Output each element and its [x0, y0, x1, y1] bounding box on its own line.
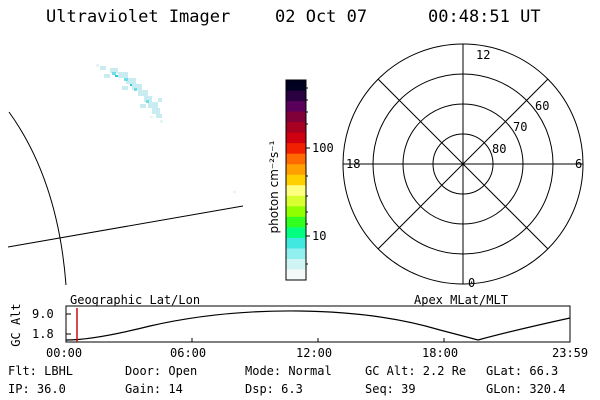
- color-bar-label-100: 100: [312, 141, 334, 155]
- geo-latitude-line: [7, 205, 244, 248]
- mlt-label-12: 12: [476, 48, 491, 62]
- polar-grid: [342, 43, 584, 285]
- color-bar-cell: [286, 132, 306, 144]
- color-bar-cell: [286, 122, 306, 134]
- color-bar-cell: [286, 206, 306, 218]
- color-bar-cell: [286, 90, 306, 102]
- instrument-title: Ultraviolet Imager: [46, 7, 231, 27]
- apex-label: Apex MLat/MLT: [414, 293, 508, 307]
- time-label: 00:48:51 UT: [428, 7, 541, 27]
- color-bar-cell: [286, 258, 306, 270]
- color-bar-cell: [286, 227, 306, 239]
- altitude-tick-low: 1.8: [32, 327, 54, 341]
- color-bar-frame: [285, 79, 307, 281]
- altitude-tick-high: 9.0: [32, 307, 54, 321]
- aurora-image: [96, 64, 236, 193]
- color-bar-cell: [286, 237, 306, 249]
- color-bar-cell: [286, 101, 306, 113]
- mode-value: Mode: Normal: [245, 364, 332, 378]
- altitude-plot-ticks: [66, 313, 445, 342]
- time-tick-0000: 00:00: [46, 346, 83, 360]
- color-bar: [286, 80, 306, 281]
- color-bar-cell: [286, 153, 306, 165]
- time-tick-1200: 12:00: [296, 346, 333, 360]
- seq-value: Seq: 39: [365, 382, 416, 396]
- date-label: 02 Oct 07: [275, 7, 368, 27]
- dsp-value: Dsp: 6.3: [245, 382, 303, 396]
- altitude-curve: [65, 310, 571, 341]
- time-tick-2359: 23:59: [552, 346, 589, 360]
- color-bar-cell: [286, 216, 306, 228]
- color-bar-cell: [286, 80, 306, 92]
- mlt-label-6: 6: [575, 157, 583, 171]
- gain-value: Gain: 14: [125, 382, 183, 396]
- color-bar-cell: [286, 174, 306, 186]
- color-bar-label-10: 10: [312, 229, 327, 243]
- door-value: Door: Open: [125, 364, 198, 378]
- color-bar-minor-ticks: [306, 87, 308, 265]
- color-bar-cell: [286, 185, 306, 197]
- color-bar-cell: [286, 143, 306, 155]
- color-bar-unit-label: photon cm⁻²s⁻¹: [267, 140, 281, 234]
- geo-longitude-line: [8, 111, 67, 286]
- color-bar-cell: [286, 269, 306, 281]
- mlt-label-0: 0: [468, 276, 476, 290]
- mlt-label-18: 18: [346, 157, 361, 171]
- ip-value: IP: 36.0: [8, 382, 66, 396]
- mlat-label-60: 60: [535, 99, 550, 113]
- time-tick-1800: 18:00: [422, 346, 459, 360]
- geographic-label: Geographic Lat/Lon: [70, 293, 201, 307]
- color-bar-cell: [286, 111, 306, 123]
- mlat-label-70: 70: [513, 120, 528, 134]
- mlat-label-80: 80: [492, 142, 507, 156]
- altitude-axis-label: GC Alt: [9, 303, 23, 347]
- time-tick-0600: 06:00: [170, 346, 207, 360]
- filter-value: Flt: LBHL: [8, 364, 74, 378]
- glon-value: GLon: 320.4: [486, 382, 566, 396]
- gc-alt-value: GC Alt: 2.2 Re: [365, 364, 467, 378]
- color-bar-cell: [286, 195, 306, 207]
- glat-value: GLat: 66.3: [486, 364, 559, 378]
- color-bar-cell: [286, 248, 306, 260]
- color-bar-cell: [286, 164, 306, 176]
